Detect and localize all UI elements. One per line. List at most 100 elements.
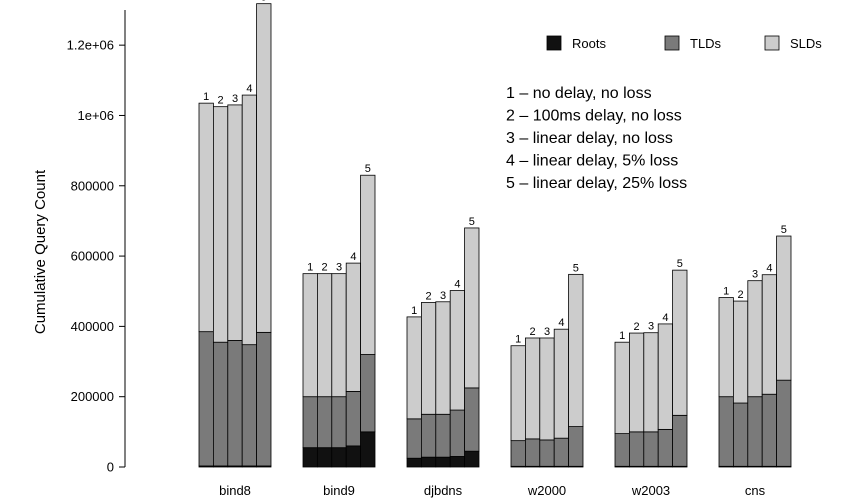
bar-segment-slds — [256, 3, 272, 333]
legend: Roots TLDs SLDs — [546, 35, 822, 51]
bar-segment-tlds — [464, 387, 480, 452]
bar-number-label: 4 — [766, 263, 772, 275]
bar-segment-slds — [568, 273, 584, 427]
bar-segment-slds — [629, 332, 645, 433]
category-label: w2000 — [527, 483, 566, 498]
annotation-line: 3 – linear delay, no loss — [506, 130, 673, 147]
bar-segment-slds — [657, 323, 674, 430]
bar-segment-slds — [360, 174, 376, 355]
y-axis: 0 200000 400000 600000 800000 1e+06 1.2e+06 — [67, 10, 126, 475]
bar-group-djbdns: 12 34 5 — [406, 216, 480, 468]
bar-segment-tlds — [672, 414, 688, 467]
bar-number-label: 2 — [322, 262, 328, 274]
legend-label: Roots — [572, 36, 606, 51]
y-axis-label: Cumulative Query Count — [32, 169, 49, 334]
bar-segment-slds — [241, 94, 257, 346]
bar-segment-tlds — [406, 418, 422, 459]
bar-segment-tlds — [435, 413, 451, 458]
bar-segment-slds — [733, 300, 749, 404]
bar-segment-tlds — [776, 379, 792, 467]
bar-number-label: 2 — [426, 290, 432, 302]
bar-segment-slds — [227, 104, 243, 341]
bar-segment-roots — [316, 447, 333, 468]
bar-segment-tlds — [539, 439, 555, 467]
bar-segment-slds — [747, 280, 763, 398]
bar-number-label: 2 — [218, 95, 224, 107]
bar-segment-slds — [449, 290, 466, 411]
bar-number-label: 3 — [232, 93, 238, 105]
bar-segment-tlds — [718, 396, 734, 467]
bar-segment-tlds — [761, 393, 778, 467]
category-label: bind8 — [219, 483, 251, 498]
bar-number-label: 3 — [752, 269, 758, 281]
bar-number-label: 3 — [648, 321, 654, 333]
bar-segment-slds — [776, 235, 792, 381]
y-tick-label: 400000 — [71, 319, 114, 334]
legend-swatch-tlds — [664, 35, 680, 51]
bar-segment-tlds — [747, 396, 763, 467]
bar-segment-roots — [435, 456, 451, 468]
bar-segment-slds — [464, 227, 480, 389]
bar-segment-tlds — [657, 428, 674, 467]
bar-segment-slds — [510, 345, 526, 442]
legend-swatch-roots — [546, 35, 562, 51]
annotation-line: 2 – 100ms delay, no loss — [506, 108, 682, 125]
bar-number-label: 4 — [246, 83, 252, 95]
bar-segment-slds — [672, 269, 688, 416]
bars-group: 123451234512345123451234512345 — [198, 0, 792, 468]
category-labels: bind8 bind9 djbdns w2000 w2003 cns — [219, 483, 766, 498]
bar-number-label: 1 — [411, 305, 417, 317]
annotation-line: 1 – no delay, no loss — [506, 85, 652, 102]
category-label: bind9 — [323, 483, 355, 498]
bar-number-label: 4 — [350, 251, 356, 263]
bar-number-label: 1 — [723, 286, 729, 298]
category-label: djbdns — [424, 483, 463, 498]
bar-segment-tlds — [629, 431, 645, 467]
bar-segment-tlds — [302, 396, 318, 449]
bar-segment-roots — [345, 445, 362, 468]
bar-segment-tlds — [227, 340, 243, 467]
legend-swatch-slds — [764, 35, 780, 51]
bar-segment-slds — [198, 102, 214, 333]
bar-segment-slds — [539, 337, 555, 441]
bar-group-cns: 1 23 4 5 — [718, 224, 792, 468]
y-tick-label: 200000 — [71, 389, 114, 404]
bar-segment-slds — [553, 328, 570, 439]
bar-segment-tlds — [510, 440, 526, 467]
bar-segment-tlds — [316, 396, 333, 449]
bar-number-label: 5 — [365, 163, 371, 175]
bar-segment-tlds — [241, 344, 257, 467]
y-tick-label: 1.2e+06 — [67, 38, 114, 53]
bar-segment-roots — [449, 456, 466, 468]
bar-segment-slds — [420, 302, 437, 415]
bar-number-label: 5 — [573, 262, 579, 274]
bar-group-w2003: 12 34 5 — [614, 258, 688, 468]
bar-segment-slds — [435, 301, 451, 415]
bar-number-label: 5 — [469, 216, 475, 228]
bar-segment-tlds — [449, 409, 466, 457]
bar-segment-tlds — [568, 426, 584, 467]
bar-number-label: 4 — [454, 279, 460, 291]
bar-segment-slds — [406, 316, 422, 420]
bar-number-label: 5 — [677, 258, 683, 270]
y-tick-label: 0 — [107, 460, 114, 475]
bar-segment-roots — [464, 450, 480, 468]
y-tick-label: 1e+06 — [77, 108, 114, 123]
bar-number-label: 2 — [530, 326, 536, 338]
category-label: cns — [745, 483, 766, 498]
bar-number-label: 4 — [662, 312, 668, 324]
bar-segment-tlds — [420, 413, 437, 458]
bar-segment-tlds — [198, 331, 214, 467]
bar-number-label: 3 — [544, 326, 550, 338]
annotation-line: 5 – linear delay, 25% loss — [506, 175, 687, 192]
bar-number-label: 2 — [634, 321, 640, 333]
bar-segment-tlds — [614, 433, 630, 467]
bar-segment-slds — [525, 337, 541, 440]
bar-number-label: 1 — [203, 91, 209, 103]
bar-segment-slds — [643, 332, 659, 433]
bar-segment-tlds — [345, 391, 362, 447]
bar-number-label: 1 — [515, 334, 521, 346]
bar-segment-tlds — [331, 396, 347, 449]
bar-segment-slds — [302, 273, 318, 398]
